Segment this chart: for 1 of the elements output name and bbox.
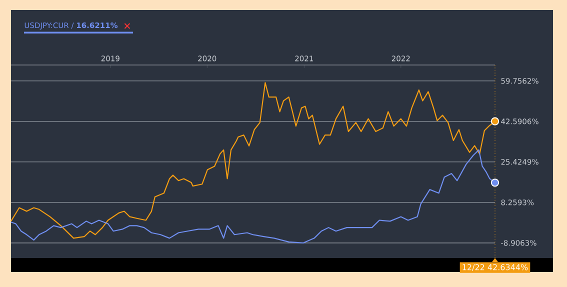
ref-line-label: 12/22 42.6344% [462, 264, 528, 271]
